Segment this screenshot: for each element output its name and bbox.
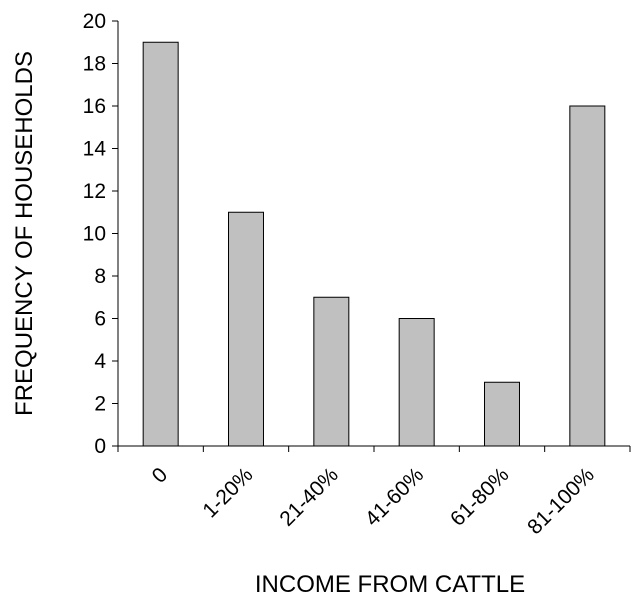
- y-tick-label: 4: [94, 350, 106, 373]
- bar-6: [569, 105, 606, 447]
- y-tick-label: 6: [94, 308, 106, 331]
- y-tick-label: 16: [83, 95, 106, 118]
- bar-1: [142, 41, 179, 447]
- x-tick-label: 0: [148, 463, 173, 488]
- y-tick-label: 18: [83, 53, 106, 76]
- y-tick-label: 0: [94, 435, 106, 458]
- bar-2: [228, 211, 264, 447]
- x-tick-label: 61-80%: [446, 463, 513, 530]
- bar-3: [313, 296, 350, 447]
- y-tick-label: 14: [83, 138, 107, 161]
- x-tick-label: 21-40%: [275, 463, 342, 530]
- axes: [112, 20, 631, 452]
- y-tick-labels: 0 2 4 6 8 10 12 14 16 18 20: [83, 10, 107, 458]
- y-tick-label: 12: [83, 180, 106, 203]
- bar-5: [484, 381, 520, 447]
- x-tick-label: 81-100%: [523, 463, 599, 539]
- y-tick-label: 20: [83, 10, 106, 33]
- bar-4: [398, 318, 435, 447]
- x-tick-label: 1-20%: [198, 463, 257, 522]
- bars: [142, 41, 606, 447]
- x-tick-label: 41-60%: [361, 463, 428, 530]
- y-axis-title: FREQUENCY OF HOUSEHOLDS: [11, 51, 38, 416]
- x-tick-labels: 0 1-20% 21-40% 41-60% 61-80% 81-100%: [148, 463, 599, 539]
- y-tick-label: 8: [94, 265, 106, 288]
- y-tick-label: 2: [94, 393, 106, 416]
- y-tick-label: 10: [83, 223, 106, 246]
- x-axis-title: INCOME FROM CATTLE: [255, 571, 525, 598]
